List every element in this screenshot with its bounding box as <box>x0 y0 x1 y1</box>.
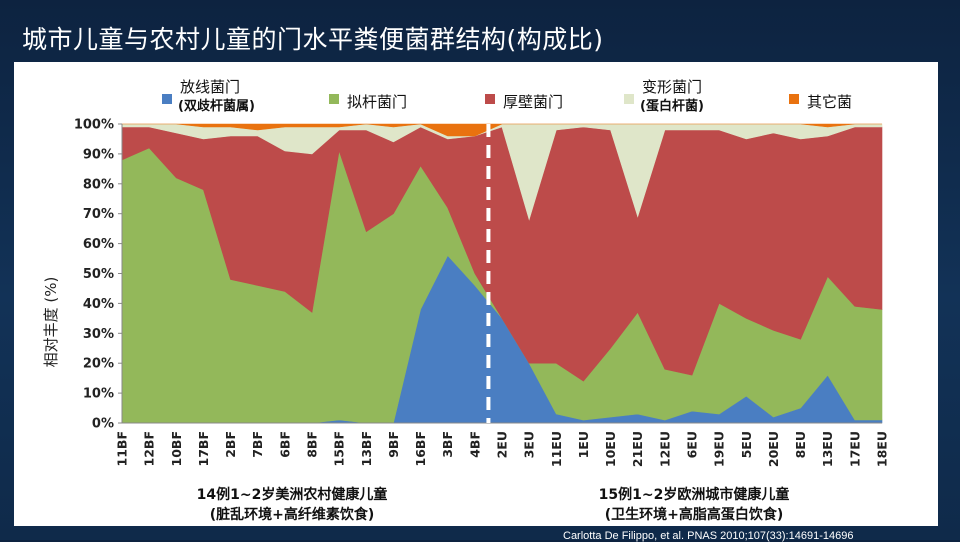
x-category-label: 4BF <box>467 431 482 458</box>
x-category-label: 12EU <box>657 431 672 467</box>
legend-swatch <box>485 94 495 104</box>
x-category-label: 6BF <box>277 431 292 458</box>
y-tick-label: 30% <box>83 327 114 342</box>
x-category-label: 16BF <box>413 431 428 466</box>
y-tick-label: 50% <box>83 267 114 282</box>
x-category-label: 15BF <box>332 431 347 466</box>
x-category-label: 2EU <box>495 431 510 458</box>
x-category-label: 11BF <box>115 431 130 466</box>
group-label-urban: 15例1~2岁欧洲城市健康儿童 <box>599 486 790 503</box>
legend-label: 厚壁菌门 <box>503 93 563 111</box>
legend-swatch <box>329 94 339 104</box>
y-tick-label: 100% <box>74 118 114 133</box>
legend-label: 放线菌门 <box>180 78 240 96</box>
x-category-label: 17BF <box>196 431 211 466</box>
group-label-rural: 14例1~2岁美洲农村健康儿童 <box>197 486 388 503</box>
group-label-rural-note: (脏乱环境+高纤维素饮食) <box>210 506 375 523</box>
x-category-label: 18EU <box>875 431 890 467</box>
x-category-label: 2BF <box>223 431 238 458</box>
x-category-label: 6EU <box>685 431 700 458</box>
area-series-4 <box>122 123 882 137</box>
x-category-label: 7BF <box>250 431 265 458</box>
x-category-label: 1EU <box>576 431 591 458</box>
x-category-label: 8BF <box>305 431 320 458</box>
legend-swatch <box>624 94 634 104</box>
x-category-label: 3EU <box>522 431 537 458</box>
x-category-label: 9BF <box>386 431 401 458</box>
group-label-urban-note: (卫生环境+高脂高蛋白饮食) <box>605 506 784 523</box>
x-category-label: 19EU <box>712 431 727 467</box>
legend-sublabel: (蛋白杆菌) <box>640 98 704 114</box>
y-axis-title: 相对丰度 (%) <box>42 277 60 368</box>
y-tick-label: 70% <box>83 207 114 222</box>
x-category-label: 13BF <box>359 431 374 466</box>
y-tick-label: 40% <box>83 297 114 312</box>
y-tick-label: 20% <box>83 357 114 372</box>
y-tick-label: 10% <box>83 387 114 402</box>
y-axis: 0% 10% 20% 30% 40% 50% 60% 70% 80% 90% 100% <box>74 118 882 432</box>
y-tick-label: 0% <box>92 417 114 432</box>
x-category-label: 10EU <box>603 431 618 467</box>
slide-title: 城市儿童与农村儿童的门水平粪便菌群结构(构成比) <box>22 25 604 54</box>
x-category-label: 3BF <box>440 431 455 458</box>
x-category-label: 11EU <box>549 431 564 467</box>
x-axis-category-labels: 11BF 12BF 10BF 17BF 2BF 7BF 6BF 8BF 15BF 13BF 9BF 1… <box>115 431 890 467</box>
legend-sublabel: (双歧杆菌属) <box>178 98 255 114</box>
legend-label: 拟杆菌门 <box>347 93 407 111</box>
legend-label: 变形菌门 <box>642 78 702 96</box>
x-category-label: 8EU <box>793 431 808 458</box>
y-tick-label: 80% <box>83 177 114 192</box>
legend-swatch <box>162 94 172 104</box>
chart-panel: 0% 10% 20% 30% 40% 50% 60% 70% 80% 90% 100% 11BF 12… <box>14 62 938 526</box>
area-series-group <box>121 123 883 424</box>
x-category-label: 17EU <box>847 431 862 467</box>
legend-label: 其它菌 <box>807 93 852 111</box>
x-category-label: 5EU <box>739 431 754 458</box>
legend-swatch <box>789 94 799 104</box>
x-category-label: 13EU <box>820 431 835 467</box>
x-category-label: 20EU <box>766 431 781 467</box>
y-tick-label: 90% <box>83 147 114 162</box>
x-category-label: 21EU <box>630 431 645 467</box>
y-tick-label: 60% <box>83 237 114 252</box>
x-category-label: 12BF <box>142 431 157 466</box>
legend: 放线菌门 (双歧杆菌属) 拟杆菌门 厚壁菌门 变形菌门 (蛋白杆菌) 其它菌 <box>162 78 852 114</box>
citation: Carlotta De Filippo, et al. PNAS 2010;10… <box>563 530 854 542</box>
stacked-area-chart: 0% 10% 20% 30% 40% 50% 60% 70% 80% 90% 100% 11BF 12… <box>42 78 890 523</box>
x-category-label: 10BF <box>169 431 184 466</box>
